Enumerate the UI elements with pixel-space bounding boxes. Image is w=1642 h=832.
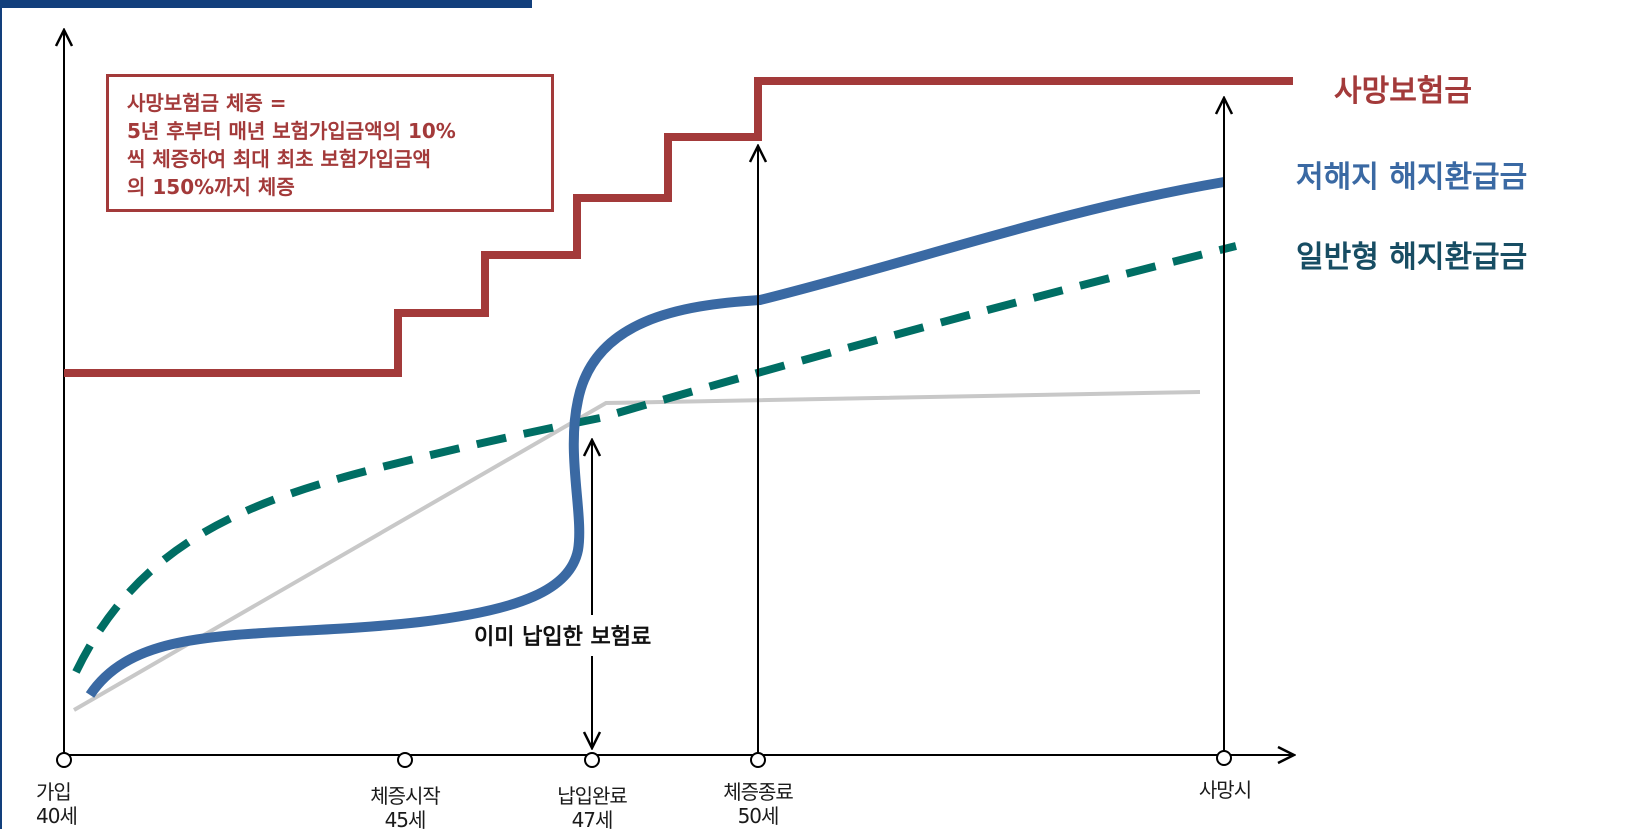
timeline-label-increase-end: 체증종료 50세 [703,780,813,828]
low-surrender-line [85,177,1225,698]
timeline-age: 45세 [384,808,427,832]
left-border-rule [0,0,2,829]
standard-surrender-line [72,242,1237,674]
timeline-event: 가입 [36,780,72,804]
timeline-node-increase-start [397,752,413,768]
note-line: 의 150%까지 체증 [127,175,295,199]
paid-premium-label: 이미 납입한 보험료 [474,625,652,650]
timeline-label-payment-complete: 납입완료 47세 [537,784,647,832]
timeline-label-increase-start: 체증시작 45세 [350,784,460,832]
death-benefit-line [64,77,1293,377]
timeline-event: 체증종료 [723,780,794,804]
timeline-age: 50세 [737,804,780,828]
timeline-node-death [1216,750,1232,766]
legend-standard-surrender: 일반형 해지환급금 [1296,240,1528,275]
timeline-node-join [56,752,72,768]
timeline-event: 체증시작 [370,784,441,808]
legend-low-surrender: 저해지 해지환급금 [1296,160,1528,195]
note-line: 5년 후부터 매년 보험가입금액의 10% [127,119,456,143]
timeline-event: 납입완료 [557,784,628,808]
timeline-label-join: 가입 40세 [36,780,96,828]
timeline-event: 사망시 [1198,778,1252,802]
timeline-age: 47세 [571,808,614,832]
timeline-node-increase-end [750,752,766,768]
note-line: 씩 체증하여 최대 최초 보험가입금액 [127,147,431,171]
increase-note-box: 사망보험금 체증 = 5년 후부터 매년 보험가입금액의 10% 씩 체증하여 … [106,74,554,212]
timeline-age: 40세 [36,804,78,828]
timeline-node-payment-complete [584,752,600,768]
timeline-label-death: 사망시 [1180,778,1270,802]
header-accent-bar [0,0,532,8]
paid-premium-line [73,390,1201,712]
note-line: 사망보험금 체증 = [127,91,287,115]
legend-death-benefit: 사망보험금 [1334,74,1472,109]
